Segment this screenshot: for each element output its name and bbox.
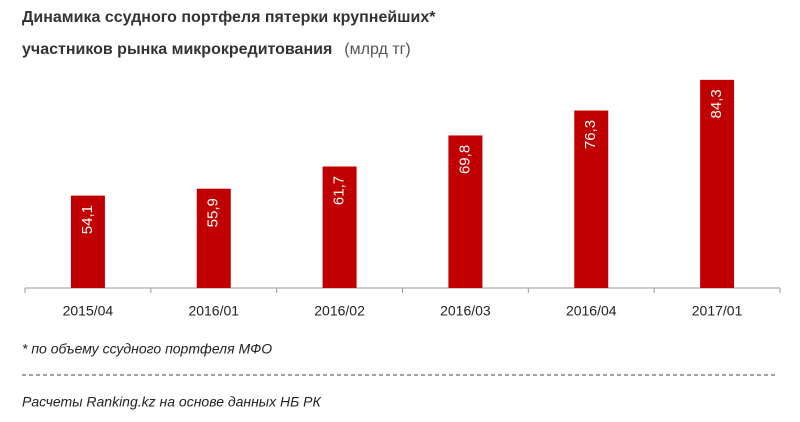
unit-label: (млрд тг) — [344, 41, 410, 58]
value-label: 61,7 — [331, 176, 348, 205]
x-tick-label: 2016/04 — [566, 303, 617, 319]
footnote: * по объему ссудного портфеля МФО — [22, 341, 272, 357]
value-label: 76,3 — [582, 120, 599, 149]
value-label: 69,8 — [456, 145, 473, 174]
chart-title-line: участников рынка микрокредитования (млрд … — [22, 41, 411, 58]
bar — [448, 135, 483, 288]
chart-title-line: участников рынка микрокредитования — [22, 41, 332, 58]
chart-title-line: Динамика ссудного портфеля пятерки крупн… — [22, 9, 436, 26]
bar — [322, 166, 357, 288]
value-label: 84,3 — [708, 89, 725, 118]
bar — [700, 79, 735, 288]
bar — [70, 195, 105, 288]
bar — [196, 188, 231, 288]
bar — [574, 110, 609, 289]
x-tick-label: 2016/01 — [188, 303, 239, 319]
x-tick-label: 2017/01 — [692, 303, 743, 319]
source: Расчеты Ranking.kz на основе данных НБ Р… — [22, 394, 321, 410]
x-tick-label: 2016/03 — [440, 303, 491, 319]
x-tick-label: 2016/02 — [314, 303, 365, 319]
x-tick-label: 2015/04 — [63, 303, 114, 319]
value-label: 55,9 — [205, 198, 222, 227]
value-label: 54,1 — [79, 205, 96, 234]
